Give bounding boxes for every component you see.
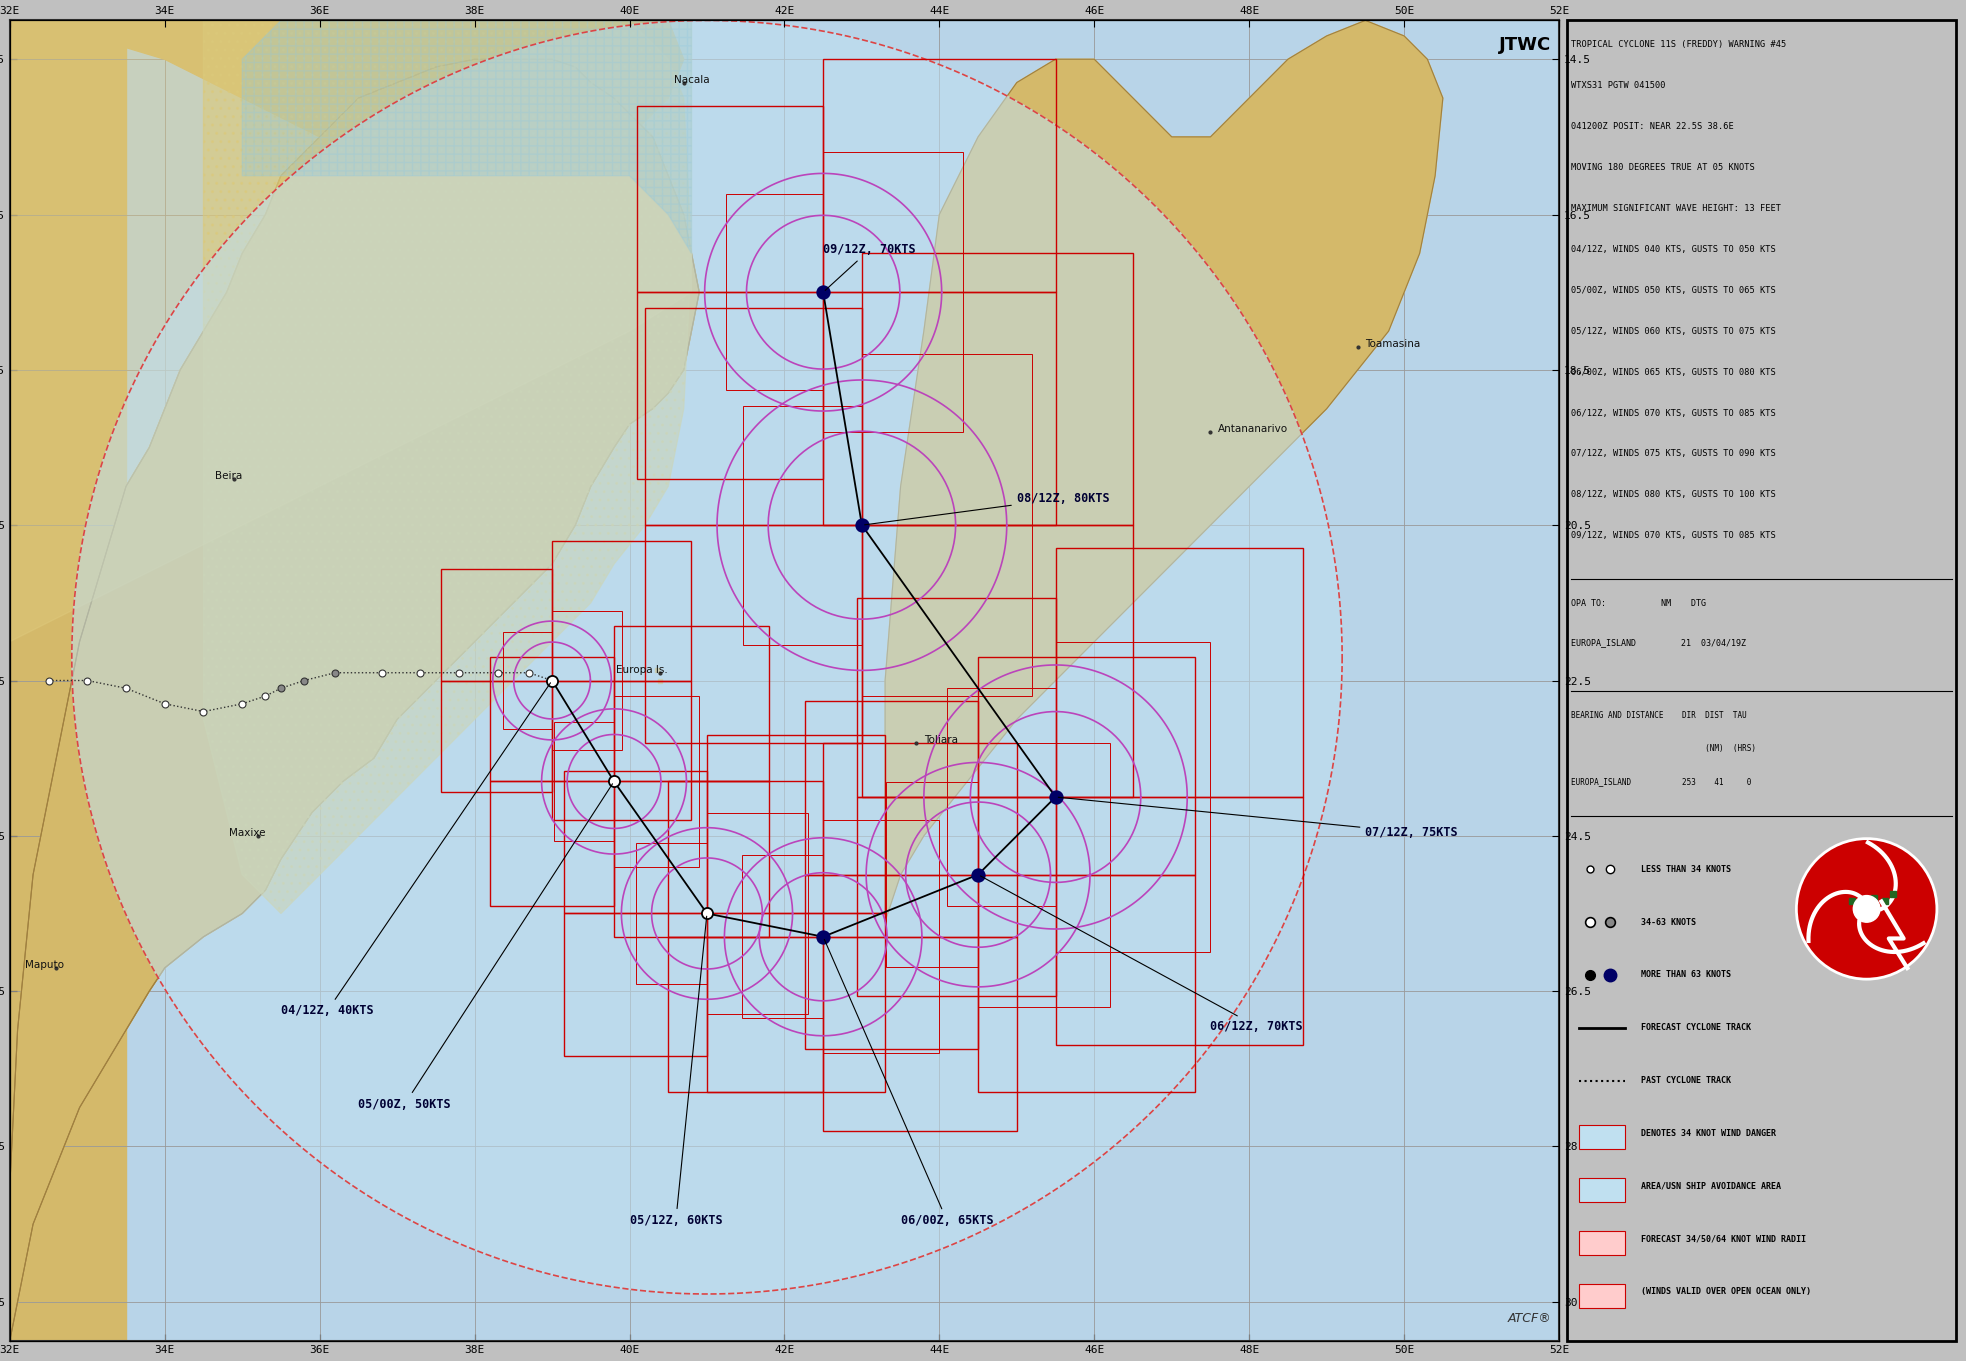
Text: Nacala: Nacala — [674, 75, 710, 84]
Text: 08/12Z, 80KTS: 08/12Z, 80KTS — [865, 491, 1109, 525]
Bar — [1579, 1230, 1626, 1255]
Bar — [1579, 1283, 1626, 1308]
Text: ATCF®: ATCF® — [1508, 1312, 1551, 1326]
Bar — [1579, 1179, 1626, 1202]
Text: 08/12Z, WINDS 080 KTS, GUSTS TO 100 KTS: 08/12Z, WINDS 080 KTS, GUSTS TO 100 KTS — [1571, 490, 1775, 499]
Text: 07/12Z, WINDS 075 KTS, GUSTS TO 090 KTS: 07/12Z, WINDS 075 KTS, GUSTS TO 090 KTS — [1571, 449, 1775, 459]
Text: (NM)  (HRS): (NM) (HRS) — [1571, 744, 1756, 753]
Text: Toliara: Toliara — [924, 735, 957, 744]
Text: 34-63 KNOTS: 34-63 KNOTS — [1642, 917, 1697, 927]
Text: PAST CYCLONE TRACK: PAST CYCLONE TRACK — [1642, 1077, 1730, 1085]
Text: EUROPA_ISLAND         21  03/04/19Z: EUROPA_ISLAND 21 03/04/19Z — [1571, 638, 1746, 648]
Text: 07/12Z, 75KTS: 07/12Z, 75KTS — [1058, 798, 1459, 838]
Text: DENOTES 34 KNOT WIND DANGER: DENOTES 34 KNOT WIND DANGER — [1642, 1128, 1775, 1138]
Text: Toamasina: Toamasina — [1366, 339, 1421, 348]
Text: MAXIMUM SIGNIFICANT WAVE HEIGHT: 13 FEET: MAXIMUM SIGNIFICANT WAVE HEIGHT: 13 FEET — [1571, 204, 1781, 212]
Text: MORE THAN 63 KNOTS: MORE THAN 63 KNOTS — [1642, 970, 1730, 980]
Circle shape — [1854, 896, 1879, 923]
Text: 05/12Z, WINDS 060 KTS, GUSTS TO 075 KTS: 05/12Z, WINDS 060 KTS, GUSTS TO 075 KTS — [1571, 327, 1775, 336]
Text: MOVING 180 DEGREES TRUE AT 05 KNOTS: MOVING 180 DEGREES TRUE AT 05 KNOTS — [1571, 163, 1754, 171]
Polygon shape — [10, 20, 692, 641]
Text: 05/00Z, 50KTS: 05/00Z, 50KTS — [358, 784, 613, 1111]
Polygon shape — [10, 20, 126, 1341]
Text: 09/12Z, 70KTS: 09/12Z, 70KTS — [824, 244, 916, 290]
Text: BEARING AND DISTANCE    DIR  DIST  TAU: BEARING AND DISTANCE DIR DIST TAU — [1571, 710, 1746, 720]
Text: JTWC: JTWC — [1498, 35, 1551, 54]
Polygon shape — [10, 20, 700, 1341]
Polygon shape — [10, 60, 700, 1341]
Text: Europa Is.: Europa Is. — [617, 666, 668, 675]
Polygon shape — [202, 20, 692, 913]
Text: 06/00Z, WINDS 065 KTS, GUSTS TO 080 KTS: 06/00Z, WINDS 065 KTS, GUSTS TO 080 KTS — [1571, 367, 1775, 377]
Text: 06/12Z, WINDS 070 KTS, GUSTS TO 085 KTS: 06/12Z, WINDS 070 KTS, GUSTS TO 085 KTS — [1571, 408, 1775, 418]
Text: TROPICAL CYCLONE 11S (FREDDY) WARNING #45: TROPICAL CYCLONE 11S (FREDDY) WARNING #4… — [1571, 41, 1785, 49]
Polygon shape — [242, 20, 692, 253]
Text: (WINDS VALID OVER OPEN OCEAN ONLY): (WINDS VALID OVER OPEN OCEAN ONLY) — [1642, 1288, 1811, 1296]
Text: LESS THAN 34 KNOTS: LESS THAN 34 KNOTS — [1642, 864, 1730, 874]
Text: 04/12Z, WINDS 040 KTS, GUSTS TO 050 KTS: 04/12Z, WINDS 040 KTS, GUSTS TO 050 KTS — [1571, 245, 1775, 255]
Text: Antananarivo: Antananarivo — [1219, 425, 1288, 434]
Text: Maputo: Maputo — [26, 960, 65, 970]
Text: FORECAST 34/50/64 KNOT WIND RADII: FORECAST 34/50/64 KNOT WIND RADII — [1642, 1234, 1807, 1244]
Polygon shape — [73, 20, 1343, 1294]
Text: 06/12Z, 70KTS: 06/12Z, 70KTS — [981, 876, 1303, 1033]
Text: 05/12Z, 60KTS: 05/12Z, 60KTS — [629, 916, 722, 1228]
Text: AREA/USN SHIP AVOIDANCE AREA: AREA/USN SHIP AVOIDANCE AREA — [1642, 1181, 1781, 1191]
Polygon shape — [10, 20, 684, 215]
Bar — [1579, 1126, 1626, 1149]
Text: 05/00Z, WINDS 050 KTS, GUSTS TO 065 KTS: 05/00Z, WINDS 050 KTS, GUSTS TO 065 KTS — [1571, 286, 1775, 295]
Text: WTXS31 PGTW 041500: WTXS31 PGTW 041500 — [1571, 82, 1665, 90]
Text: Maxixe: Maxixe — [228, 827, 265, 838]
Text: EUROPA_ISLAND           253    41     0: EUROPA_ISLAND 253 41 0 — [1571, 777, 1752, 785]
Text: OPA TO:           NM    DTG: OPA TO: NM DTG — [1571, 599, 1706, 607]
Text: 04/12Z, 40KTS: 04/12Z, 40KTS — [281, 683, 550, 1018]
Text: Beira: Beira — [214, 471, 242, 480]
Text: 09/12Z, WINDS 070 KTS, GUSTS TO 085 KTS: 09/12Z, WINDS 070 KTS, GUSTS TO 085 KTS — [1571, 531, 1775, 540]
Text: 041200Z POSIT: NEAR 22.5S 38.6E: 041200Z POSIT: NEAR 22.5S 38.6E — [1571, 122, 1734, 131]
Text: 06/00Z, 65KTS: 06/00Z, 65KTS — [824, 939, 993, 1228]
Text: FORECAST CYCLONE TRACK: FORECAST CYCLONE TRACK — [1642, 1023, 1752, 1032]
Polygon shape — [885, 20, 1443, 921]
Circle shape — [1797, 838, 1937, 979]
